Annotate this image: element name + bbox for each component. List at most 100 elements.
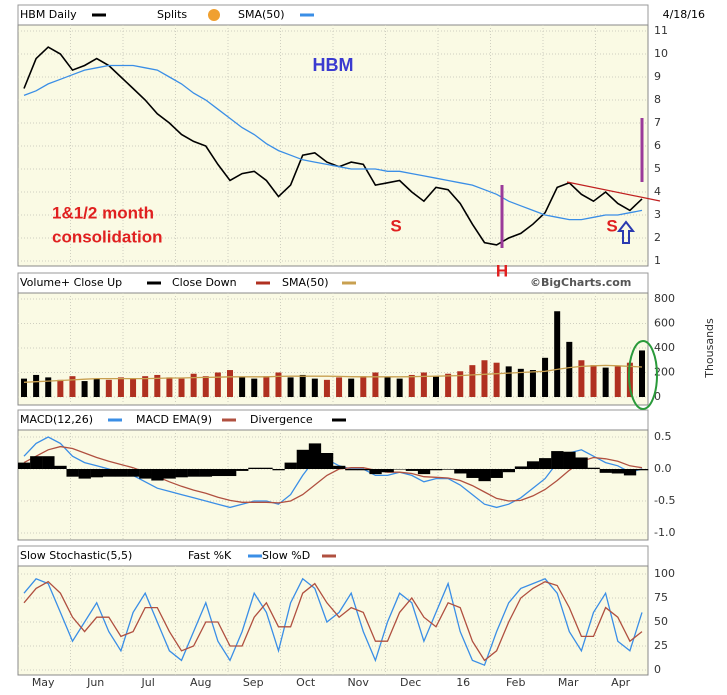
volume-bar: [554, 311, 561, 397]
divergence-bar: [236, 469, 249, 471]
legend-label: MACD EMA(9): [136, 413, 212, 426]
divergence-bar: [587, 467, 600, 469]
x-tick-label: 16: [456, 676, 470, 689]
annotation: consolidation: [52, 227, 163, 246]
series-line: [23, 364, 643, 383]
volume-bar: [336, 377, 343, 397]
volume-bar: [578, 360, 585, 397]
divergence-bar: [345, 469, 358, 471]
legend-label: SMA(50): [238, 8, 285, 21]
volume-bar: [214, 372, 221, 397]
x-tick-label: Nov: [347, 676, 369, 689]
divergence-bar: [333, 465, 346, 469]
volume-bar: [311, 378, 318, 397]
divergence-bar: [502, 469, 516, 473]
x-tick-label: Aug: [190, 676, 211, 689]
divergence-bar: [623, 469, 637, 476]
divergence-bar: [18, 462, 31, 469]
series-line: [23, 577, 643, 667]
arrow: [616, 220, 636, 244]
volume-bar: [529, 370, 536, 397]
volume-bar: [323, 379, 330, 397]
divergence-bar: [163, 469, 176, 479]
y-tick-label: 5: [654, 162, 661, 175]
y-tick-label: 2: [654, 231, 661, 244]
y-tick-label: 1: [654, 254, 661, 267]
volume-bar: [517, 368, 524, 397]
x-tick-label: Jun: [86, 676, 104, 689]
y-tick-label: 0.0: [654, 462, 672, 475]
y-tick-label: 0: [654, 390, 661, 403]
volume-bar: [469, 365, 476, 397]
x-tick-label: Jul: [141, 676, 155, 689]
y-tick-label: 3: [654, 208, 661, 221]
volume-bar: [481, 360, 488, 397]
divergence-bar: [490, 469, 503, 478]
volume-bar: [154, 374, 161, 397]
trend-line: [566, 181, 661, 202]
volume-bar: [348, 378, 355, 397]
volume-bar: [57, 379, 64, 397]
volume-bar: [227, 370, 233, 397]
divergence-bar: [30, 456, 43, 469]
date-label: 4/18/16: [663, 8, 705, 21]
panels: 1 2 3 4 5 6 7 8 9 10 11 HBM Daily SMA(50) Splits 4/18/…: [17, 4, 716, 689]
y-tick-label: 4: [654, 185, 661, 198]
annotation: S: [390, 216, 401, 235]
x-tick-label: Feb: [506, 676, 525, 689]
legend-label: Slow %D: [262, 549, 310, 562]
divergence-bar: [563, 451, 576, 469]
divergence-bar: [260, 467, 273, 469]
legend-label: Divergence: [250, 413, 313, 426]
annotation: S: [606, 216, 617, 235]
legend-label: MACD(12,26): [20, 413, 93, 426]
legend-label: SMA(50): [282, 276, 329, 289]
divergence-bar: [127, 469, 140, 477]
y-tick-label: 200: [654, 366, 675, 379]
divergence-bar: [211, 469, 225, 477]
plot-area: [17, 292, 649, 406]
x-tick-label: Mar: [558, 676, 579, 689]
volume-bar: [590, 365, 597, 397]
volume-bar: [142, 376, 149, 397]
volume-bar: [408, 374, 415, 397]
volume-bar: [372, 372, 379, 397]
volume-bar: [81, 381, 88, 397]
axis-label: Thousands: [703, 318, 716, 379]
volume-bar: [166, 377, 173, 397]
divergence-bar: [526, 461, 540, 469]
series-line: [23, 445, 643, 504]
volume-bar: [263, 376, 270, 397]
volume-bar: [614, 366, 621, 397]
volume-bar: [433, 376, 439, 397]
divergence-bar: [272, 469, 285, 471]
legend-label: HBM Daily: [20, 8, 77, 21]
divergence-bar: [369, 469, 382, 475]
divergence-bar: [405, 469, 419, 471]
x-tick-label: May: [32, 676, 55, 689]
volume-bar: [117, 377, 124, 397]
y-tick-label: 400: [654, 341, 675, 354]
divergence-bar: [102, 469, 116, 477]
divergence-bar: [357, 469, 370, 471]
divergence-bar: [430, 469, 443, 471]
divergence-bar: [139, 469, 152, 479]
divergence-bar: [199, 469, 213, 477]
y-tick-label: 8: [654, 93, 661, 106]
annotation: 1&1/2 month: [52, 203, 154, 222]
volume-bar: [202, 376, 209, 397]
divergence-bar: [417, 469, 431, 475]
divergence-bar: [42, 456, 55, 469]
y-tick-label: 10: [654, 47, 668, 60]
y-tick-label: 600: [654, 317, 675, 330]
volume-bar: [130, 378, 137, 397]
divergence-bar: [90, 469, 104, 478]
divergence-bar: [224, 469, 237, 477]
divergence-bar: [78, 469, 91, 479]
divergence-bar: [284, 462, 297, 469]
y-tick-label: 11: [654, 24, 668, 37]
x-tick-label: Apr: [611, 676, 631, 689]
y-tick-label: 100: [654, 567, 675, 580]
volume-bar: [239, 377, 246, 397]
volume-bar: [396, 378, 403, 397]
